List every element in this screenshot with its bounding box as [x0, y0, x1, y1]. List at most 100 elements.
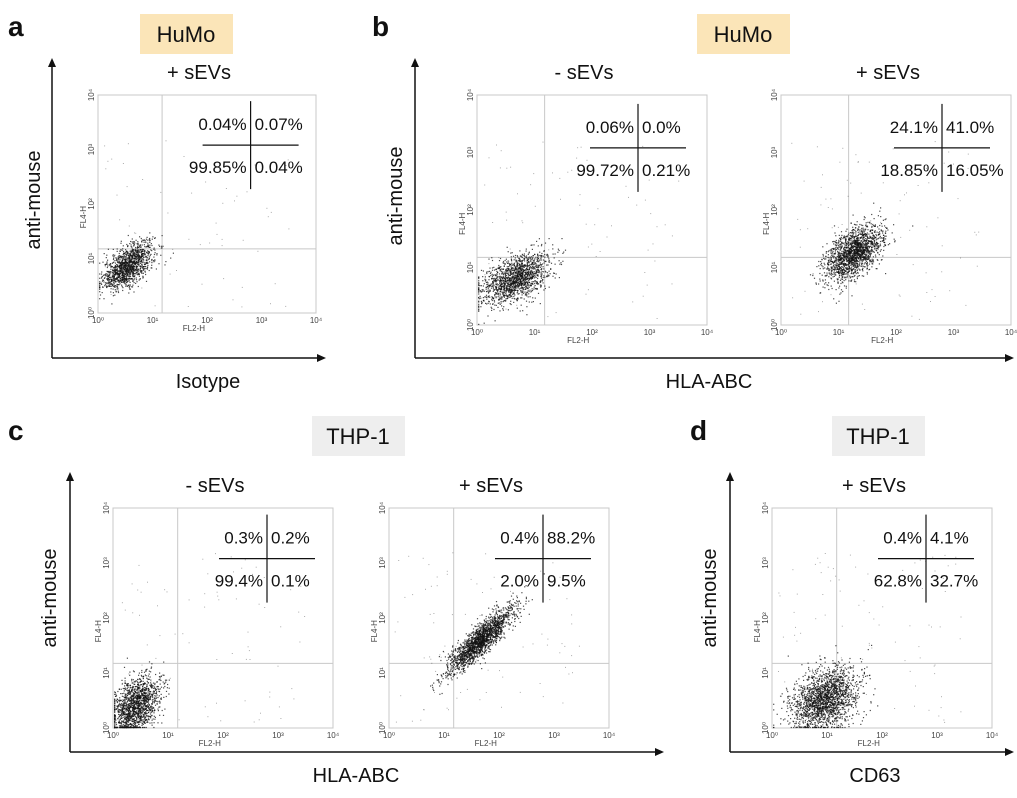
event-dot	[116, 264, 118, 266]
event-dot	[541, 271, 543, 273]
event-dot	[520, 266, 522, 268]
event-dot	[834, 244, 836, 246]
event-dot	[145, 255, 147, 258]
event-dot	[111, 278, 113, 280]
event-dot	[510, 288, 513, 290]
event-dot	[833, 240, 835, 243]
event-dot	[485, 279, 487, 281]
event-dot	[827, 267, 829, 269]
event-dot	[843, 266, 845, 268]
event-dot	[874, 224, 876, 226]
event-dot	[520, 261, 522, 263]
event-dot	[495, 296, 497, 298]
event-dot	[863, 218, 865, 221]
event-dot	[851, 258, 853, 261]
panel-letter-a: a	[8, 11, 24, 42]
event-dot	[539, 284, 542, 286]
event-dot	[478, 276, 480, 278]
event-dot	[852, 255, 854, 257]
event-dot	[524, 278, 526, 281]
event-dot	[241, 286, 243, 288]
event-dot	[854, 257, 856, 259]
event-dot	[114, 266, 116, 268]
event-dot	[157, 710, 159, 712]
event-dot	[860, 244, 862, 247]
event-dot	[510, 259, 513, 261]
event-dot	[880, 229, 882, 231]
event-dot	[133, 263, 135, 265]
event-dot	[846, 253, 848, 255]
event-dot	[854, 265, 856, 267]
event-dot	[126, 279, 128, 281]
event-dot	[831, 270, 833, 272]
event-dot	[131, 256, 134, 259]
x-tick-label: 10⁰	[92, 316, 104, 325]
event-dot	[838, 300, 840, 302]
event-dot	[523, 255, 525, 257]
event-dot	[160, 191, 162, 193]
event-dot	[501, 268, 503, 270]
event-dot	[830, 270, 832, 272]
event-dot	[137, 263, 139, 265]
event-dot	[864, 249, 866, 252]
event-dot	[834, 241, 836, 243]
event-dot	[560, 262, 562, 264]
event-dot	[848, 257, 850, 259]
event-dot	[524, 277, 526, 279]
event-dot	[868, 258, 870, 260]
event-dot	[854, 269, 856, 271]
event-dot	[852, 276, 854, 278]
event-dot	[859, 265, 861, 267]
event-dot	[861, 303, 863, 305]
event-dot	[521, 273, 523, 275]
event-dot	[537, 256, 539, 259]
event-dot	[872, 223, 874, 226]
event-dot	[132, 262, 134, 264]
event-dot	[855, 246, 857, 248]
event-dot	[643, 174, 645, 176]
event-dot	[133, 257, 135, 259]
event-dot	[99, 294, 102, 296]
event-dot	[847, 272, 849, 274]
event-dot	[840, 239, 842, 241]
x-tick-label: 10⁴	[1005, 328, 1017, 337]
event-dot	[145, 267, 147, 270]
event-dot	[496, 274, 498, 276]
event-dot	[482, 285, 484, 287]
event-dot	[491, 269, 494, 271]
event-dot	[832, 276, 834, 278]
event-dot	[522, 283, 524, 285]
event-dot	[502, 294, 504, 296]
event-dot	[135, 262, 137, 264]
event-dot	[145, 265, 147, 268]
event-dot	[499, 294, 502, 296]
event-dot	[862, 259, 864, 261]
event-dot	[856, 246, 858, 248]
event-dot	[822, 286, 824, 288]
event-dot	[116, 286, 118, 288]
event-dot	[552, 172, 553, 174]
event-dot	[149, 244, 151, 246]
event-dot	[140, 267, 142, 270]
event-dot	[511, 295, 513, 297]
cell-type-tag: THP-1	[326, 424, 390, 449]
event-dot	[100, 277, 103, 279]
event-dot	[499, 269, 501, 271]
event-dot	[862, 260, 864, 262]
event-dot	[531, 289, 534, 292]
event-dot	[539, 303, 541, 305]
event-dot	[136, 255, 138, 257]
event-dot	[106, 262, 108, 264]
event-dot	[829, 274, 831, 276]
event-dot	[504, 283, 506, 286]
event-dot	[127, 280, 129, 282]
event-dot	[860, 260, 862, 262]
event-dot	[656, 226, 658, 228]
event-dot	[503, 285, 505, 287]
event-dot	[142, 259, 144, 261]
event-dot	[146, 236, 148, 238]
event-dot	[819, 268, 821, 270]
event-dot	[131, 268, 133, 270]
event-dot	[103, 274, 105, 276]
event-dot	[504, 280, 506, 282]
